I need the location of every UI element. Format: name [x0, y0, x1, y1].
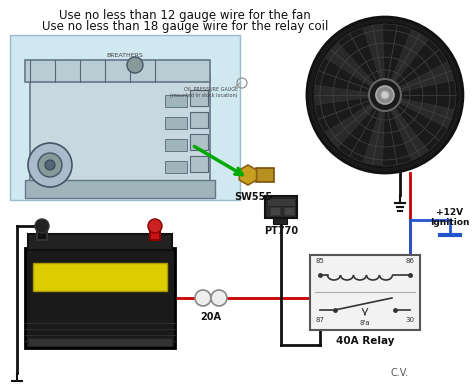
Text: +12V
Ignition: +12V Ignition — [430, 208, 470, 227]
Bar — [310, 255, 420, 330]
Bar — [265, 196, 297, 218]
Circle shape — [45, 160, 55, 170]
Circle shape — [35, 219, 49, 233]
Bar — [165, 95, 187, 107]
Circle shape — [307, 17, 463, 173]
Wedge shape — [394, 39, 447, 88]
Circle shape — [127, 57, 143, 73]
Wedge shape — [315, 97, 372, 132]
Bar — [25, 180, 215, 198]
Text: Use no less than 12 gauge wire for the fan: Use no less than 12 gauge wire for the f… — [59, 9, 311, 22]
Text: 87: 87 — [315, 317, 324, 323]
Bar — [165, 139, 187, 151]
Text: 85: 85 — [316, 258, 324, 264]
Text: OIL PRESSURE GAUGE
(mounted in stock location): OIL PRESSURE GAUGE (mounted in stock loc… — [171, 87, 238, 98]
Bar — [165, 161, 187, 173]
Bar — [190, 134, 208, 150]
Text: 30: 30 — [405, 317, 414, 323]
Bar — [33, 263, 167, 291]
Bar — [37, 226, 47, 240]
Bar — [25, 248, 175, 348]
Text: C.V.: C.V. — [391, 368, 409, 378]
Text: BREATHERS: BREATHERS — [107, 53, 143, 58]
Circle shape — [211, 290, 227, 306]
Bar — [284, 207, 294, 215]
Bar — [165, 117, 187, 129]
Text: 86: 86 — [405, 258, 414, 264]
Circle shape — [376, 86, 394, 104]
Bar — [190, 112, 208, 128]
Bar — [28, 338, 172, 346]
Bar — [10, 35, 240, 200]
Circle shape — [38, 153, 62, 177]
Text: SW555: SW555 — [234, 192, 272, 202]
Text: 20A: 20A — [201, 312, 221, 322]
Wedge shape — [337, 106, 380, 162]
Circle shape — [381, 91, 389, 99]
Circle shape — [148, 219, 162, 233]
Wedge shape — [337, 28, 380, 84]
Bar — [190, 156, 208, 172]
Text: PT770: PT770 — [264, 226, 298, 236]
Bar — [28, 234, 172, 250]
Bar — [25, 60, 210, 82]
Polygon shape — [239, 165, 256, 185]
Wedge shape — [400, 80, 456, 110]
Bar — [150, 226, 160, 240]
Bar — [267, 198, 295, 206]
Text: Use no less than 18 gauge wire for the relay coil: Use no less than 18 gauge wire for the r… — [42, 20, 328, 33]
Bar — [270, 207, 280, 215]
Wedge shape — [383, 24, 411, 81]
Text: 40A Relay: 40A Relay — [336, 336, 394, 346]
Wedge shape — [315, 57, 372, 93]
Circle shape — [369, 79, 401, 111]
Circle shape — [195, 290, 211, 306]
Bar — [190, 90, 208, 106]
Circle shape — [313, 23, 457, 167]
Bar — [30, 75, 210, 185]
Bar — [273, 218, 287, 224]
Text: 8'a: 8'a — [360, 320, 370, 326]
Bar — [256, 168, 274, 182]
Wedge shape — [394, 102, 447, 151]
Circle shape — [28, 143, 72, 187]
Wedge shape — [383, 109, 411, 166]
